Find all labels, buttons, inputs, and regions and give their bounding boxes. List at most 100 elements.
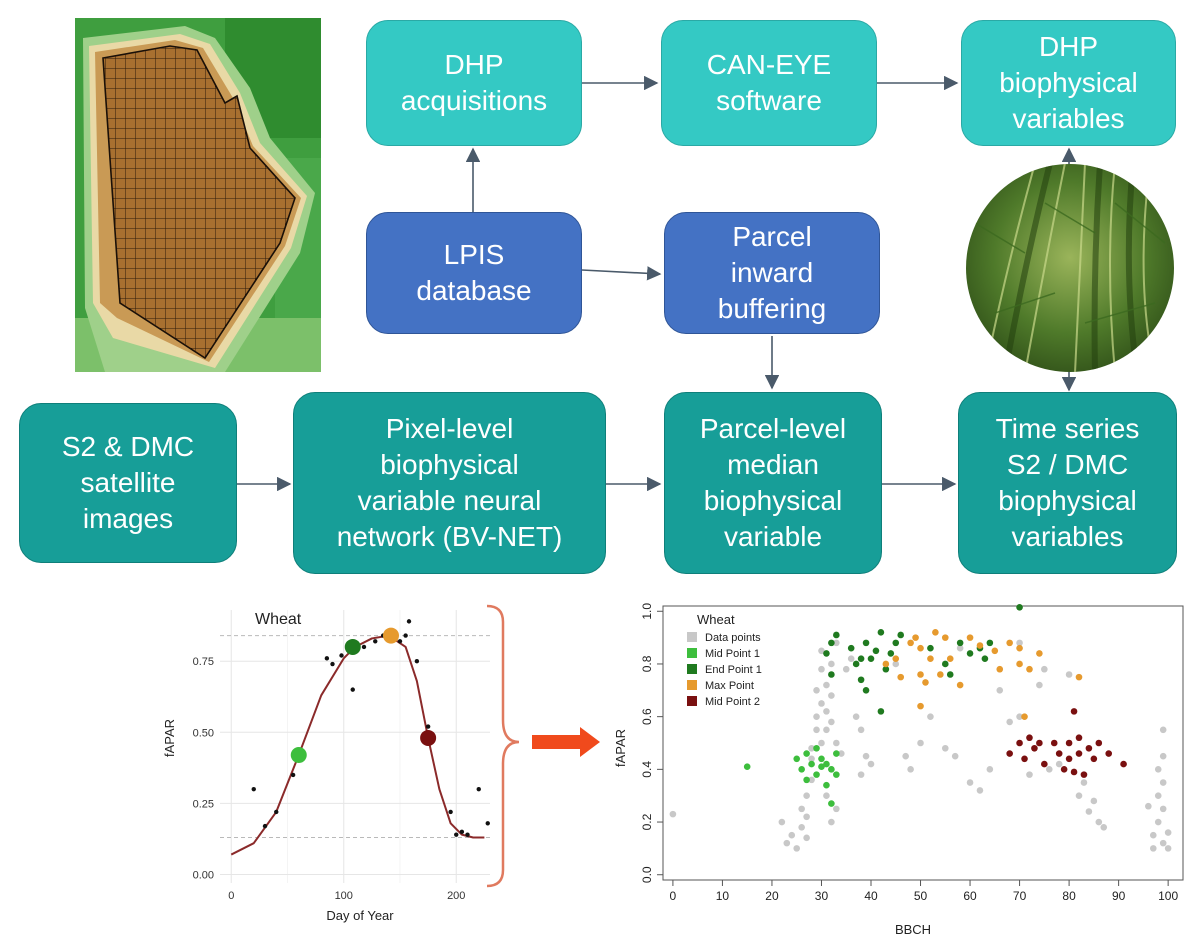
scatter-point-mid-point-1: [823, 760, 830, 768]
legend-entry: Max Point: [705, 680, 754, 692]
scatter-point-data-points: [907, 766, 914, 773]
scatter-point-max-point: [922, 679, 929, 686]
scatter-point-end-point-1: [828, 639, 835, 647]
scatter-point-data-points: [996, 687, 1004, 694]
scatter-point-mid-point-2: [1095, 739, 1103, 747]
observation-point: [485, 821, 490, 826]
chart2-y-tick: 0.8: [640, 655, 654, 672]
time-series-variables-box: Time series S2 / DMC biophysical variabl…: [958, 392, 1177, 574]
scatter-point-end-point-1: [823, 650, 830, 657]
scatter-point-data-points: [818, 665, 825, 673]
scatter-point-data-points: [1149, 831, 1157, 839]
scatter-point-end-point-1: [857, 655, 865, 662]
scatter-point-data-points: [986, 766, 994, 773]
scatter-point-end-point-1: [857, 676, 865, 684]
satellite-images-box: S2 & DMC satellite images: [19, 403, 237, 563]
scatter-point-end-point-1: [897, 631, 905, 639]
scatter-point-data-points: [1159, 726, 1167, 734]
chart2-x-tick: 20: [765, 889, 779, 903]
scatter-point-data-points: [669, 810, 677, 818]
scatter-point-data-points: [813, 713, 820, 720]
scatter-point-data-points: [1036, 681, 1043, 689]
scatter-point-data-points: [1095, 818, 1103, 826]
scatter-point-end-point-1: [867, 655, 875, 662]
chart2-x-tick: 30: [815, 889, 829, 903]
scatter-point-data-points: [1159, 752, 1167, 760]
scatter-point-data-points: [1149, 845, 1157, 852]
scatter-point-mid-point-2: [1050, 739, 1058, 747]
observation-point: [361, 644, 367, 650]
chart1-y-tick: 0.25: [193, 798, 214, 810]
scatter-point-mid-point-2: [1070, 708, 1078, 715]
scatter-point-mid-point-1: [833, 771, 840, 778]
chart2-xlabel: BBCH: [895, 922, 931, 937]
scatter-point-max-point: [946, 655, 954, 662]
scatter-point-data-points: [823, 708, 830, 715]
chart2-y-tick: 0.2: [640, 813, 654, 830]
legend-entry: Mid Point 1: [705, 648, 760, 660]
scatter-point-data-points: [798, 824, 805, 831]
scatter-point-data-points: [847, 655, 855, 662]
chart1-ylabel: fAPAR: [162, 719, 177, 757]
scatter-point-end-point-1: [862, 639, 870, 647]
scatter-point-data-points: [951, 752, 959, 760]
scatter-point-data-points: [813, 726, 820, 734]
dhp-acquisitions-box: DHP acquisitions: [366, 20, 582, 146]
scatter-point-data-points: [808, 744, 815, 752]
parcel-level-median-box: Parcel-level median biophysical variable: [664, 392, 882, 574]
legend-swatch: [687, 632, 697, 642]
observation-point: [290, 772, 296, 778]
scatter-point-data-points: [966, 779, 974, 786]
scatter-point-mid-point-1: [813, 771, 820, 778]
scatter-point-end-point-1: [862, 687, 870, 694]
scatter-point-end-point-1: [946, 671, 954, 678]
scatter-point-data-points: [828, 692, 835, 699]
scatter-point-mid-point-2: [1060, 766, 1068, 773]
observation-point: [251, 786, 256, 792]
scatter-point-mid-point-2: [1021, 755, 1028, 763]
chart2-x-tick: 80: [1062, 889, 1076, 903]
scatter-point-max-point: [1021, 713, 1028, 720]
scatter-point-max-point: [1075, 673, 1083, 681]
scatter-point-end-point-1: [828, 671, 835, 678]
scatter-point-data-points: [852, 713, 860, 720]
scatter-point-mid-point-1: [798, 766, 805, 773]
legend-swatch: [687, 648, 697, 658]
scatter-point-end-point-1: [852, 660, 860, 668]
scatter-point-data-points: [1016, 639, 1023, 647]
scatter-point-end-point-1: [847, 644, 855, 652]
chart2-x-tick: 0: [670, 889, 677, 903]
scatter-point-max-point: [976, 642, 984, 649]
scatter-point-data-points: [823, 792, 830, 799]
scatter-point-data-points: [1100, 824, 1108, 831]
scatter-point-max-point: [1016, 660, 1023, 668]
observation-point: [476, 786, 481, 792]
legend-swatch: [687, 680, 697, 690]
scatter-point-mid-point-2: [1120, 760, 1127, 768]
scatter-point-data-points: [783, 839, 791, 847]
scatter-point-mid-point-1: [828, 766, 835, 773]
scatter-point-max-point: [917, 644, 924, 652]
observation-point: [262, 823, 268, 829]
scatter-point-data-points: [828, 660, 835, 668]
chart2-x-tick: 90: [1112, 889, 1126, 903]
scatter-point-data-points: [1154, 818, 1162, 826]
scatter-point-max-point: [1036, 650, 1043, 657]
chart2-x-tick: 50: [914, 889, 928, 903]
scatter-point-data-points: [803, 834, 810, 842]
scatter-point-end-point-1: [887, 650, 895, 657]
scatter-point-mid-point-2: [1065, 755, 1073, 763]
curly-brace: [486, 604, 520, 888]
scatter-point-end-point-1: [872, 647, 880, 655]
scatter-point-data-points: [837, 750, 845, 757]
scatter-point-data-points: [956, 644, 964, 652]
wheat-canopy-photo: [966, 164, 1174, 372]
chart2-y-tick: 0.0: [640, 866, 654, 883]
legend-swatch: [687, 696, 697, 706]
scatter-point-data-points: [862, 752, 870, 760]
scatter-point-data-points: [1154, 766, 1162, 773]
scatter-point-mid-point-2: [1041, 760, 1048, 768]
key-point-end-point-1: [344, 638, 361, 655]
scatter-point-max-point: [1006, 639, 1013, 647]
